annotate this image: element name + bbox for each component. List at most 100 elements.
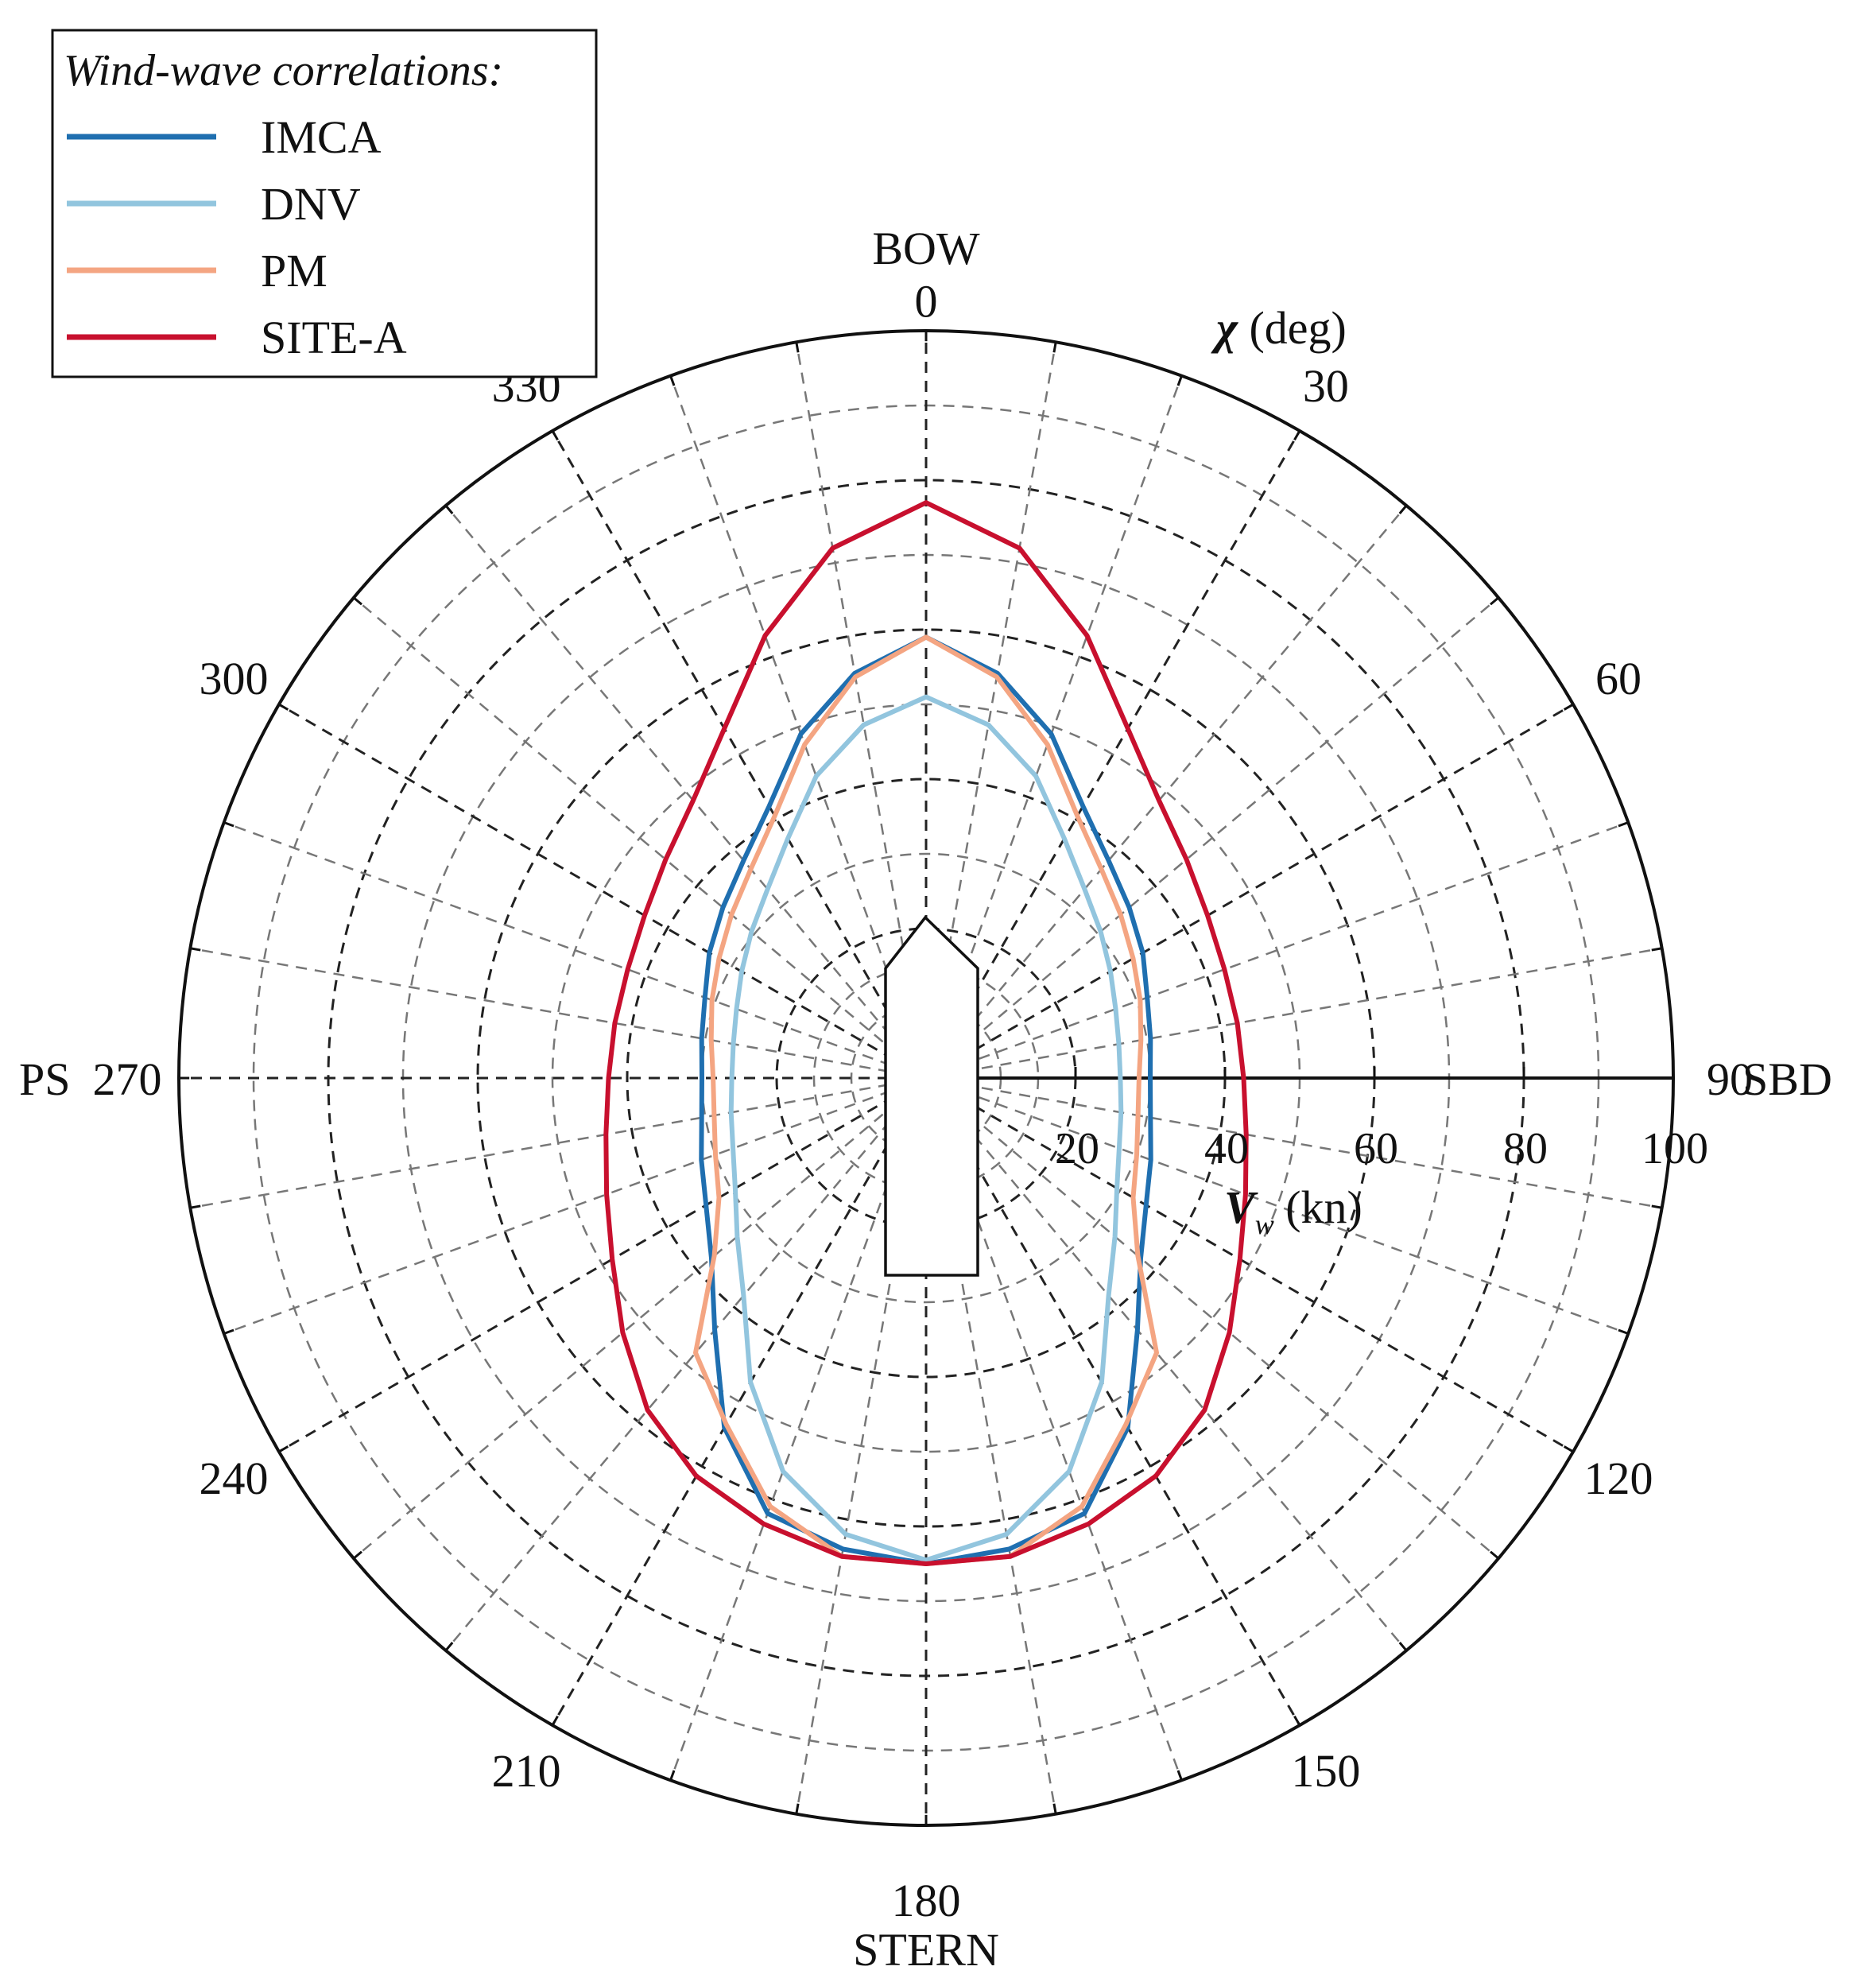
angle-tick-110 [1618, 1328, 1629, 1335]
angle-tick-100 [1651, 1204, 1662, 1209]
angle-tick-250 [223, 1328, 234, 1335]
angle-label-0: 0 [915, 275, 938, 327]
direction-label-starboard: SBD [1742, 1053, 1832, 1105]
angle-tick-240 [278, 1445, 289, 1453]
grid-spoke-200 [669, 1112, 915, 1781]
series-line-site-a [603, 500, 1249, 1566]
polar-grid [179, 331, 1673, 1825]
grid-spoke-310 [353, 596, 898, 1055]
angle-axis-symbol: χ [1211, 302, 1238, 354]
angle-tick-20 [1176, 375, 1183, 386]
direction-label-port: PS [19, 1053, 71, 1105]
angle-tick-50 [1490, 596, 1500, 606]
angle-tick-120 [1563, 1445, 1574, 1453]
grid-spoke-100 [963, 1083, 1662, 1209]
axis-labels: 0306012015018021024030033090SBD270PSBOWS… [19, 223, 1832, 1976]
grid-spoke-140 [949, 1106, 1408, 1651]
angle-label-210: 210 [492, 1745, 561, 1797]
angle-tick-40 [1398, 504, 1408, 514]
angle-label-240: 240 [199, 1452, 268, 1504]
radial-axis-symbol: V [1224, 1181, 1258, 1233]
angle-tick-10 [1052, 342, 1057, 353]
angle-tick-130 [1490, 1550, 1500, 1560]
radial-axis-subscript: w [1255, 1208, 1274, 1240]
grid-spoke-210 [551, 1109, 909, 1726]
angle-tick-210 [551, 1715, 559, 1726]
angle-tick-220 [444, 1642, 454, 1652]
grid-spoke-340 [669, 375, 915, 1044]
radial-axis-unit: (kn) [1274, 1181, 1362, 1233]
grid-spoke-110 [960, 1089, 1629, 1335]
angle-label-120: 120 [1584, 1452, 1653, 1504]
angle-label-30: 30 [1303, 360, 1349, 412]
radial-axis-label: Vw (kn) [1224, 1181, 1362, 1240]
grid-spoke-260 [190, 1083, 890, 1209]
legend-entries: IMCA DNV PM SITE-A [67, 111, 407, 363]
grid-spoke-130 [954, 1101, 1499, 1560]
radial-label-20: 20 [1055, 1124, 1099, 1173]
grid-spoke-30 [944, 430, 1301, 1047]
angle-label-90: 90 [1707, 1053, 1753, 1105]
legend-label-pm: PM [261, 245, 328, 297]
angle-axis-unit: (deg) [1238, 302, 1347, 354]
grid-spoke-80 [963, 947, 1662, 1073]
angle-tick-280 [190, 947, 201, 952]
direction-label-bow: BOW [872, 223, 980, 274]
grid-spoke-150 [944, 1109, 1301, 1726]
angle-tick-300 [278, 703, 289, 711]
angle-tick-200 [669, 1770, 676, 1781]
angle-tick-260 [190, 1204, 201, 1209]
grid-spoke-40 [949, 505, 1408, 1050]
angle-tick-60 [1563, 703, 1574, 711]
angle-tick-340 [669, 375, 676, 386]
grid-spoke-120 [957, 1096, 1574, 1453]
grid-spoke-230 [353, 1101, 898, 1560]
grid-spoke-240 [278, 1096, 895, 1453]
legend-label-imca: IMCA [261, 111, 382, 163]
grid-spoke-280 [190, 947, 890, 1073]
grid-spoke-70 [960, 821, 1629, 1067]
radial-label-60: 60 [1354, 1124, 1398, 1173]
ship-outline [884, 915, 979, 1277]
grid-spoke-50 [954, 596, 1499, 1055]
grid-spoke-10 [931, 342, 1057, 1041]
angle-tick-140 [1398, 1642, 1408, 1652]
angle-tick-70 [1618, 821, 1629, 828]
polar-series [603, 500, 1249, 1566]
legend-label-dnv: DNV [261, 178, 361, 230]
angle-tick-190 [795, 1803, 800, 1814]
angle-label-300: 300 [199, 653, 268, 704]
grid-spoke-160 [937, 1112, 1183, 1781]
angle-label-60: 60 [1595, 653, 1642, 704]
grid-spoke-20 [937, 375, 1183, 1044]
radial-label-80: 80 [1503, 1124, 1548, 1173]
grid-spoke-60 [957, 703, 1574, 1061]
angle-tick-350 [795, 342, 800, 353]
angle-tick-170 [1052, 1803, 1057, 1814]
angle-tick-330 [551, 430, 559, 441]
angle-tick-230 [352, 1550, 362, 1560]
radial-label-40: 40 [1204, 1124, 1249, 1173]
angle-label-150: 150 [1291, 1745, 1360, 1797]
grid-spoke-220 [444, 1106, 903, 1651]
angle-label-180: 180 [892, 1875, 961, 1926]
angle-label-270: 270 [93, 1053, 162, 1105]
angle-tick-310 [352, 596, 362, 606]
grid-spoke-350 [795, 342, 921, 1041]
legend-label-site-a: SITE-A [261, 312, 407, 363]
angle-tick-150 [1293, 1715, 1301, 1726]
grid-spoke-250 [223, 1089, 892, 1335]
angle-tick-320 [444, 504, 454, 514]
polar-axes [177, 329, 1675, 1827]
grid-spoke-300 [278, 703, 895, 1061]
radial-label-100: 100 [1642, 1124, 1708, 1173]
ship-hull [884, 915, 979, 1277]
angle-tick-80 [1651, 947, 1662, 952]
angle-tick-30 [1293, 430, 1301, 441]
angle-axis-label: χ (deg) [1211, 302, 1347, 354]
grid-spoke-320 [444, 505, 903, 1050]
angle-tick-160 [1176, 1770, 1183, 1781]
direction-label-stern: STERN [853, 1924, 999, 1976]
series-line-dnv [728, 694, 1124, 1563]
